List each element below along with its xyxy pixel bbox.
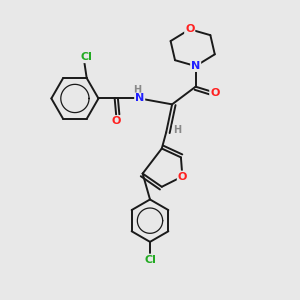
Text: Cl: Cl (144, 254, 156, 265)
Text: N: N (191, 61, 200, 71)
Text: O: O (178, 172, 187, 182)
Text: O: O (112, 116, 121, 126)
Text: O: O (210, 88, 220, 98)
Text: O: O (185, 24, 194, 34)
Text: N: N (135, 94, 144, 103)
Text: H: H (133, 85, 141, 95)
Text: Cl: Cl (80, 52, 92, 62)
Text: H: H (173, 125, 181, 135)
